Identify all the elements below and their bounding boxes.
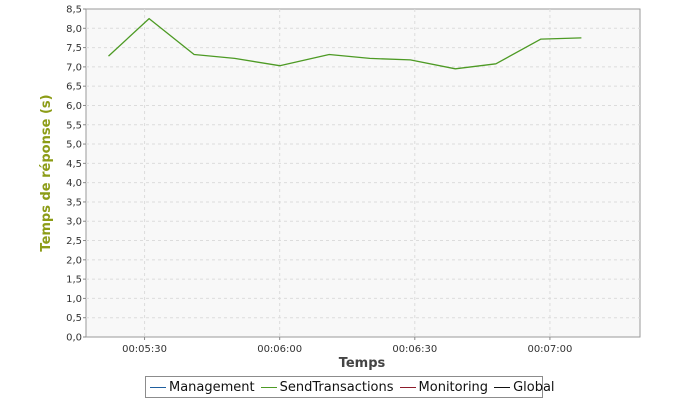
legend-swatch [399,386,416,388]
y-tick-label: 0,0 [66,333,82,344]
legend-label: Global [513,379,555,395]
legend: Management SendTransactions Monitoring Glob… [145,376,555,398]
y-tick-label: 3,5 [66,197,82,208]
x-tick-label: 00:06:30 [392,344,437,355]
legend-swatch [260,386,277,388]
y-tick-label: 2,5 [66,236,82,247]
legend-label: SendTransactions [279,379,394,395]
legend-item-management: Management [150,380,255,395]
legend-item-monitoring: Monitoring [399,379,489,395]
legend-label: Management [169,379,255,395]
y-tick-label: 3,0 [66,217,82,228]
x-tick-label: 00:07:00 [527,344,572,355]
y-tick-label: 7,5 [66,43,82,54]
y-tick-label: 1,0 [66,294,82,305]
x-tick-label: 00:06:00 [257,344,302,355]
legend-label: Monitoring [418,379,489,395]
y-tick-label: 7,0 [66,62,82,73]
series-line-sendtransactions [108,17,582,70]
x-axis-title: Temps [339,356,386,371]
x-tick-label: 00:05:30 [122,344,167,355]
ticks: 0,0 0,5 1,0 1,5 2,0 2,5 3,0 3,5 4,0 4,5 5,0 5,5 6,0 6… [66,5,572,356]
y-tick-label: 4,5 [66,159,82,170]
grid [86,9,640,337]
y-tick-label: 5,5 [66,120,82,131]
y-tick-label: 5,0 [66,140,82,151]
legend-item-sendtransactions: SendTransactions [260,379,394,395]
plot-area [85,8,641,338]
legend-item-global: Global [494,379,555,395]
y-tick-label: 6,0 [66,101,82,112]
legend-swatch [494,386,511,388]
y-axis-title: Temps de réponse (s) [39,94,54,251]
response-time-chart: 0,0 0,5 1,0 1,5 2,0 2,5 3,0 3,5 4,0 4,5 5,0 5,5 6,0 6… [39,5,641,371]
y-tick-label: 8,5 [66,5,82,16]
y-tick-label: 0,5 [66,313,82,324]
series-lines [108,17,582,70]
y-tick-label: 8,0 [66,24,82,35]
y-tick-label: 4,0 [66,178,82,189]
y-tick-label: 6,5 [66,82,82,93]
y-tick-label: 1,5 [66,275,82,286]
legend-swatch [150,386,166,388]
y-tick-label: 2,0 [66,255,82,266]
